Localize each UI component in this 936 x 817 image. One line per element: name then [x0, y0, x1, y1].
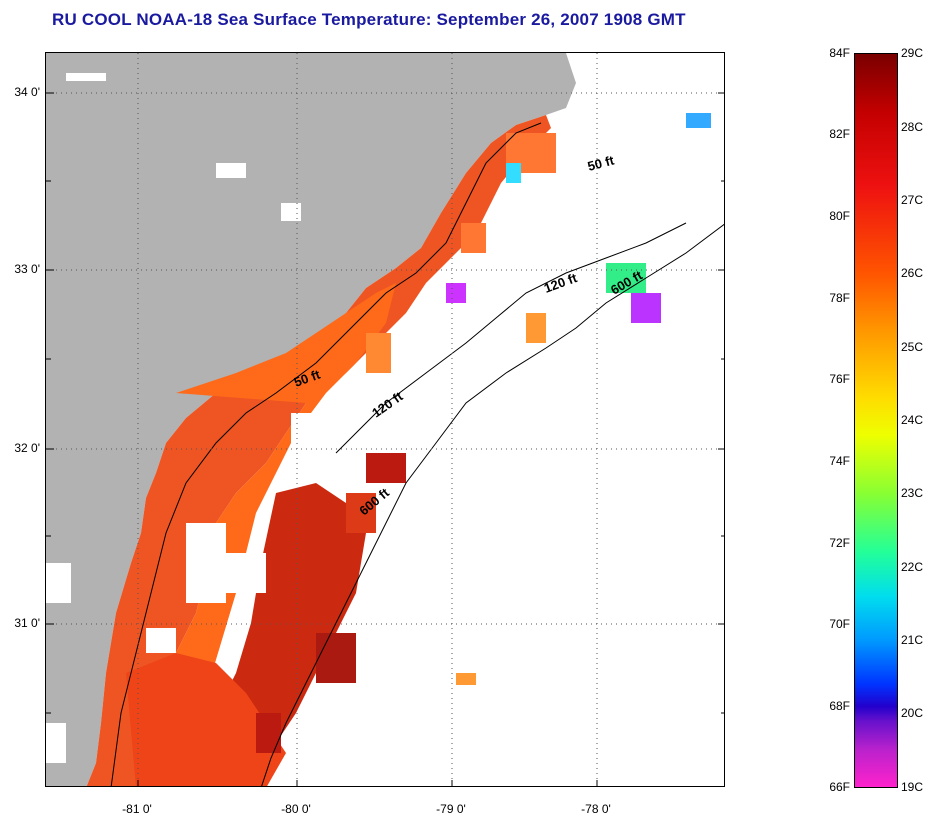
- cb-c-23: 23C: [901, 486, 924, 500]
- land-area: [46, 53, 576, 786]
- cb-f-76: 76F: [829, 372, 850, 386]
- cb-c-25: 25C: [901, 340, 924, 354]
- cb-c-20: 20C: [901, 706, 924, 720]
- graticule: [46, 53, 724, 786]
- lon-label-80: -80 0': [281, 802, 311, 816]
- cb-f-84: 84F: [829, 46, 850, 60]
- lon-label-81: -81 0': [122, 802, 152, 816]
- depth-label-50ft-north: 50 ft: [586, 152, 616, 174]
- cb-c-26: 26C: [901, 266, 924, 280]
- sst-map[interactable]: 50 ft 50 ft 120 ft 120 ft 600 ft 600 ft: [45, 52, 725, 787]
- sst-map-canvas: 50 ft 50 ft 120 ft 120 ft 600 ft 600 ft: [46, 53, 724, 786]
- cb-c-21: 21C: [901, 633, 924, 647]
- cb-c-22: 22C: [901, 560, 924, 574]
- cb-c-24: 24C: [901, 413, 924, 427]
- cb-f-78: 78F: [829, 291, 850, 305]
- isobath-120ft: [335, 222, 687, 454]
- temperature-colorbar: [854, 53, 898, 788]
- lat-label-32: 32 0': [14, 441, 40, 455]
- isobath-50ft: [110, 122, 542, 786]
- lon-label-78: -78 0': [581, 802, 611, 816]
- depth-label-120ft-west: 120 ft: [369, 388, 406, 420]
- sst-southern: [126, 653, 286, 786]
- cb-f-72: 72F: [829, 536, 850, 550]
- map-title: RU COOL NOAA-18 Sea Surface Temperature:…: [52, 10, 686, 29]
- lat-label-31: 31 0': [14, 616, 40, 630]
- depth-label-120ft-east: 120 ft: [542, 270, 580, 296]
- lon-label-79: -79 0': [436, 802, 466, 816]
- lat-label-33: 33 0': [14, 262, 40, 276]
- cb-f-70: 70F: [829, 617, 850, 631]
- cb-f-66: 66F: [829, 780, 850, 794]
- isobath-600ft: [261, 223, 724, 786]
- cb-f-80: 80F: [829, 209, 850, 223]
- cb-f-82: 82F: [829, 127, 850, 141]
- cb-c-28: 28C: [901, 120, 924, 134]
- lat-label-34: 34 0': [14, 85, 40, 99]
- cb-c-29: 29C: [901, 46, 924, 60]
- cb-c-19: 19C: [901, 780, 924, 794]
- cb-c-27: 27C: [901, 193, 924, 207]
- cb-f-74: 74F: [829, 454, 850, 468]
- cb-f-68: 68F: [829, 699, 850, 713]
